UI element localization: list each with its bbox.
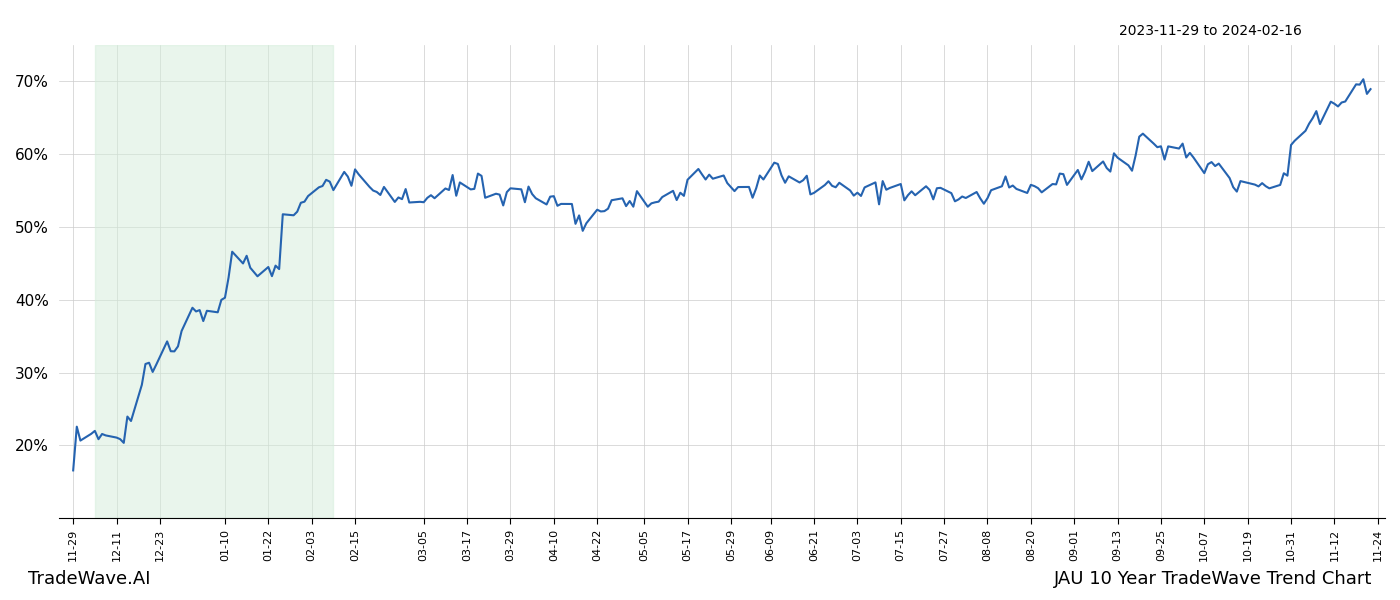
Bar	[95, 45, 333, 518]
Text: JAU 10 Year TradeWave Trend Chart: JAU 10 Year TradeWave Trend Chart	[1054, 570, 1372, 588]
Text: 2023-11-29 to 2024-02-16: 2023-11-29 to 2024-02-16	[1119, 24, 1302, 38]
Text: TradeWave.AI: TradeWave.AI	[28, 570, 151, 588]
